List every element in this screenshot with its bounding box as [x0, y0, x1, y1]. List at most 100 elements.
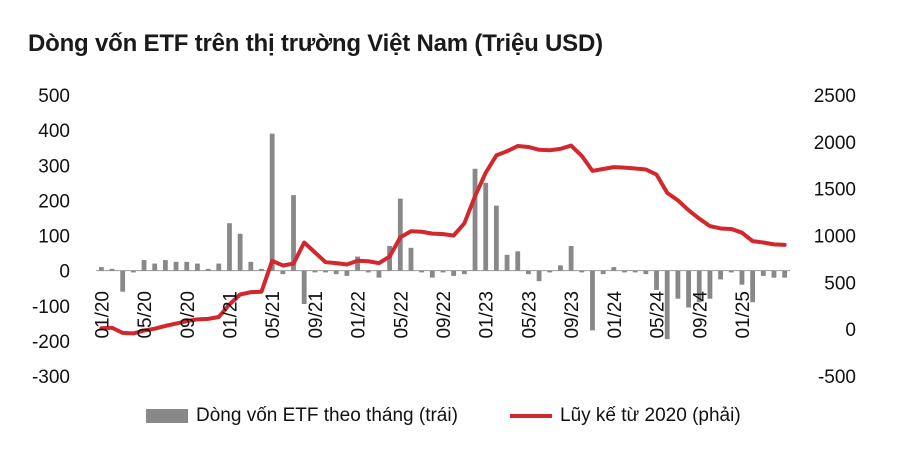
bar-mark [750, 270, 756, 303]
bar-mark [472, 168, 478, 271]
x-tick-label: 09/24 [690, 291, 711, 339]
left-tick-label: 300 [38, 156, 70, 177]
legend-item-bars: Dòng vốn ETF theo tháng (trái) [146, 405, 458, 427]
bar-mark [739, 270, 745, 285]
bar-mark [504, 254, 510, 271]
legend-item-line: Lũy kế từ 2020 (phải) [510, 405, 741, 427]
bar-mark [280, 270, 286, 275]
bar-mark [782, 270, 788, 278]
legend-swatch-line [510, 414, 552, 418]
bar-mark [109, 268, 115, 271]
bar-mark [440, 270, 446, 273]
left-tick-label: 200 [38, 191, 70, 212]
bar-mark [98, 267, 104, 271]
right-tick-label: 2000 [814, 133, 856, 154]
bar-mark [429, 270, 435, 278]
x-tick-label: 01/22 [349, 291, 370, 339]
right-tick-label: 1500 [814, 180, 856, 201]
bar-mark [654, 270, 659, 290]
bar-mark [312, 270, 318, 273]
bar-mark [461, 270, 467, 275]
bar-mark [718, 270, 723, 280]
x-tick-label: 05/20 [135, 291, 156, 339]
bar-mark [355, 256, 360, 271]
bar-mark [547, 270, 553, 273]
x-tick-label: 01/20 [92, 291, 113, 339]
bar-mark [590, 270, 595, 331]
legend: Dòng vốn ETF theo tháng (trái) Lũy kế từ… [0, 405, 900, 435]
bar-mark [664, 270, 670, 340]
bar-mark [728, 270, 734, 273]
bar-mark [611, 267, 617, 271]
x-tick-label: 05/21 [263, 291, 284, 339]
bar-mark [323, 270, 328, 273]
bar-mark [227, 223, 232, 271]
bar-mark [408, 247, 414, 271]
x-tick-label: 01/23 [477, 291, 498, 339]
left-tick-label: -200 [32, 332, 70, 353]
bar-mark [686, 270, 691, 308]
x-tick-label: 09/21 [306, 291, 327, 339]
x-tick-label: 05/23 [519, 291, 540, 339]
bar-mark [237, 233, 243, 271]
bar-mark [579, 270, 585, 273]
bar-mark [643, 270, 649, 275]
bar-mark [269, 133, 275, 271]
legend-label-line: Lũy kế từ 2020 (phải) [560, 405, 741, 426]
left-axis-ticks: -300 -200 -100 0 100 200 300 400 500 [32, 86, 70, 388]
x-tick-label: 09/20 [178, 291, 199, 339]
bar-mark [568, 246, 574, 271]
right-tick-label: 500 [824, 273, 856, 294]
x-tick-label: 09/22 [434, 291, 455, 339]
bar-mark [291, 195, 296, 271]
x-axis-ticks: 01/20 05/20 09/20 01/21 05/21 09/21 01/22 05/22… [92, 291, 754, 339]
bar-mark [632, 270, 638, 273]
left-tick-label: -300 [32, 367, 70, 388]
bar-mark [600, 270, 606, 275]
bar-mark [483, 182, 489, 271]
left-tick-label: 500 [38, 86, 70, 107]
bar-mark [259, 268, 264, 271]
bar-mark [558, 265, 563, 271]
bar-mark [622, 270, 627, 273]
bar-mark [248, 261, 254, 271]
x-tick-label: 01/25 [733, 291, 754, 339]
x-tick-label: 05/24 [648, 291, 669, 339]
bar-mark [163, 260, 168, 271]
left-tick-label: 100 [38, 227, 70, 248]
bar-mark [707, 270, 713, 299]
right-tick-label: 0 [845, 320, 856, 341]
x-tick-label: 05/22 [391, 291, 412, 339]
bar-mark [195, 263, 200, 271]
cumulative-line [99, 143, 787, 336]
bar-mark [397, 198, 403, 271]
bar-mark [376, 270, 382, 278]
x-tick-label: 09/23 [562, 291, 583, 339]
bar-mark [173, 261, 179, 271]
x-tick-label: 01/24 [605, 291, 626, 339]
legend-swatch-bars [146, 409, 188, 423]
bar-mark [152, 263, 158, 271]
x-tick-label: 01/21 [220, 291, 241, 339]
bar-mark [493, 205, 499, 271]
bar-mark [419, 270, 425, 273]
bar-mark [365, 270, 371, 273]
line-series [99, 143, 787, 336]
legend-label-bars: Dòng vốn ETF theo tháng (trái) [196, 405, 458, 426]
left-tick-label: 0 [59, 262, 70, 283]
bar-mark [141, 260, 147, 271]
right-tick-label: 1000 [814, 227, 856, 248]
bar-mark [760, 270, 766, 276]
bar-mark [301, 270, 307, 304]
bar-mark [216, 263, 222, 271]
bar-mark [675, 270, 681, 299]
left-tick-label: 400 [38, 121, 70, 142]
bar-mark [526, 270, 531, 275]
right-tick-label: 2500 [814, 86, 856, 107]
bar-mark [771, 270, 777, 278]
bar-mark [130, 270, 136, 273]
bar-mark [344, 270, 350, 276]
left-tick-label: -100 [32, 297, 70, 318]
bar-mark [184, 261, 190, 271]
